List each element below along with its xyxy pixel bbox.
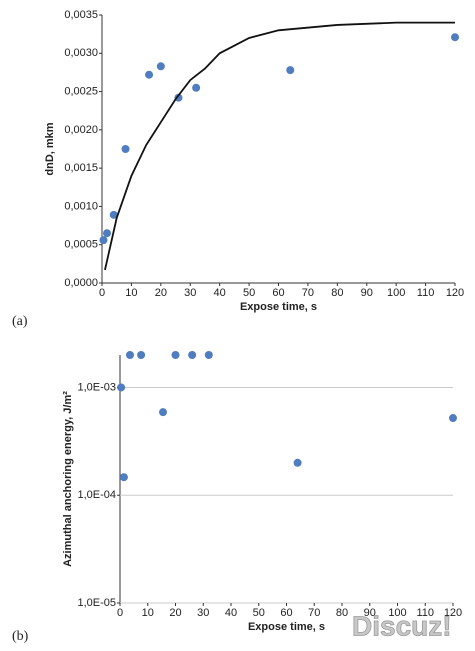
x-tick-label: 30 (184, 287, 196, 299)
y-axis-title: dnD, mkm (44, 122, 56, 175)
x-tick-label: 20 (169, 607, 181, 619)
point (145, 70, 154, 79)
point (137, 351, 146, 359)
x-tick-label: 90 (364, 607, 376, 619)
x-axis-title: Expose time, s (248, 621, 325, 633)
panel-label: (a) (12, 314, 28, 329)
x-tick-label: 100 (387, 287, 405, 299)
x-tick-label: 120 (446, 287, 464, 299)
x-tick-label: 40 (214, 287, 226, 299)
fit-line (104, 21, 455, 271)
point (121, 145, 130, 153)
y-tick-label: 0,0015 (64, 162, 98, 174)
point (192, 83, 201, 92)
x-tick-label: 10 (125, 287, 137, 299)
point (119, 473, 128, 482)
y-tick-label: 1,0E-03 (77, 381, 116, 393)
point (109, 210, 118, 219)
x-tick-label: 80 (336, 607, 348, 619)
x-tick-label: 60 (272, 287, 284, 299)
point (188, 351, 197, 359)
x-tick-label: 110 (417, 287, 435, 299)
x-tick-label: 10 (142, 607, 154, 619)
point (293, 458, 302, 467)
x-tick-label: 0 (117, 607, 123, 619)
x-tick-label: 40 (225, 607, 237, 619)
y-tick-label: 0,0010 (64, 200, 98, 212)
x-tick-label: 70 (302, 287, 314, 299)
y-tick-label: 1,0E-04 (77, 489, 116, 501)
y-axis-title: Azimuthal anchoring energy, J/m² (62, 391, 74, 567)
point (174, 93, 183, 102)
x-axis-title: Expose time, s (240, 301, 317, 313)
panel-label: (b) (12, 629, 29, 644)
point (125, 351, 134, 359)
point (117, 383, 126, 392)
x-tick-label: 20 (155, 287, 167, 299)
y-tick-label: 0,0035 (64, 9, 98, 21)
x-tick-label: 120 (444, 607, 462, 619)
y-tick-label: 0,0025 (64, 85, 98, 97)
x-tick-label: 50 (243, 287, 255, 299)
x-tick-label: 60 (280, 607, 292, 619)
watermark: Discuz! (352, 610, 452, 641)
y-tick-label: 0,0030 (64, 47, 98, 59)
x-tick-label: 70 (308, 607, 320, 619)
point (449, 414, 457, 423)
x-tick-label: 90 (361, 287, 373, 299)
x-tick-label: 30 (197, 607, 209, 619)
x-tick-label: 80 (331, 287, 343, 299)
point (159, 408, 168, 417)
x-tick-label: 50 (253, 607, 265, 619)
point (99, 236, 108, 245)
y-tick-label: 0,0000 (64, 277, 98, 289)
y-tick-label: 0,0020 (64, 124, 98, 136)
point (451, 33, 459, 42)
point (204, 351, 213, 359)
x-tick-label: 0 (99, 287, 105, 299)
y-tick-label: 0,0005 (64, 239, 98, 251)
x-tick-label: 110 (416, 607, 434, 619)
point (171, 351, 180, 359)
x-tick-label: 100 (388, 607, 406, 619)
point (286, 66, 295, 75)
point (156, 62, 165, 71)
point (103, 229, 112, 238)
y-tick-label: 1,0E-05 (77, 597, 116, 609)
